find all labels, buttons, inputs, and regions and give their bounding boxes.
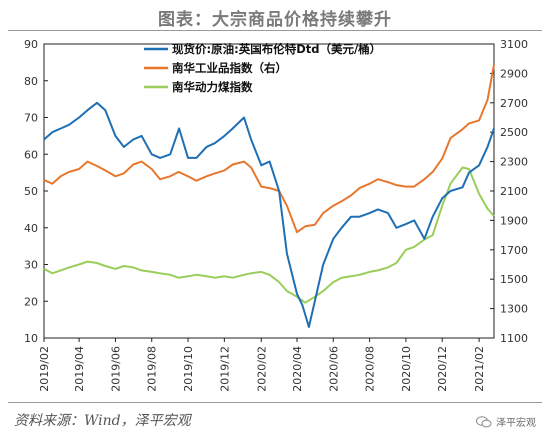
series-line-nanhua_coal — [43, 166, 495, 304]
right-tick-label: 1900 — [500, 214, 528, 227]
x-tick-label: 2019/10 — [182, 346, 195, 392]
x-tick-label: 2020/02 — [255, 346, 268, 392]
title-divider — [8, 30, 542, 31]
chart-legend: 现货价:原油:英国布伦特Dtd（美元/桶） 南华工业品指数（右） 南华动力煤指数 — [144, 42, 381, 94]
chart-series-lines — [43, 64, 495, 328]
right-tick-label: 3100 — [500, 38, 528, 51]
left-tick-label: 10 — [24, 332, 38, 345]
chart-axes: 10 20 30 40 50 60 70 80 90 1100 1300 1500 1700 1900 21… — [24, 38, 528, 392]
left-tick-label: 60 — [24, 148, 38, 161]
chart-title: 图表：大宗商品价格持续攀升 — [158, 10, 392, 30]
right-tick-label: 1300 — [500, 303, 528, 316]
right-tick-label: 1700 — [500, 244, 528, 257]
source-divider — [8, 402, 542, 403]
plot-frame — [43, 43, 495, 339]
right-tick-label: 1100 — [500, 332, 528, 345]
legend-label-nanhua_industrial: 南华工业品指数（右） — [172, 61, 287, 75]
left-tick-label: 30 — [24, 259, 38, 272]
right-tick-label: 2700 — [500, 97, 528, 110]
left-tick-label: 70 — [24, 112, 38, 125]
x-tick-label: 2019/04 — [73, 346, 86, 392]
legend-label-nanhua_coal: 南华动力煤指数 — [172, 80, 253, 94]
series-line-nanhua_industrial — [43, 64, 495, 234]
right-tick-label: 1500 — [500, 273, 528, 286]
x-tick-label: 2020/12 — [436, 346, 449, 392]
right-tick-label: 2900 — [500, 67, 528, 80]
x-tick-label: 2019/12 — [218, 346, 231, 392]
right-tick-label: 2500 — [500, 126, 528, 139]
wechat-icon — [476, 415, 492, 427]
legend-label-brent: 现货价:原油:英国布伦特Dtd（美元/桶） — [172, 42, 381, 56]
left-tick-label: 50 — [24, 185, 38, 198]
x-tick-label: 2019/08 — [146, 346, 159, 392]
x-tick-label: 2021/02 — [473, 346, 486, 392]
right-tick-label: 2300 — [500, 156, 528, 169]
right-tick-label: 2100 — [500, 185, 528, 198]
series-line-brent — [43, 101, 495, 328]
x-tick-label: 2019/06 — [109, 346, 122, 392]
commodity-price-chart: 10 20 30 40 50 60 70 80 90 1100 1300 1500 1700 1900 21… — [24, 38, 528, 392]
x-tick-label: 2020/10 — [400, 346, 413, 392]
watermark: 泽平宏观 — [476, 414, 536, 429]
x-tick-label: 2020/06 — [327, 346, 340, 392]
x-tick-label: 2019/02 — [38, 346, 51, 392]
source-note: 资料来源：Wind，泽平宏观 — [14, 413, 191, 429]
left-tick-label: 90 — [24, 38, 38, 51]
watermark-text: 泽平宏观 — [496, 418, 536, 429]
left-tick-label: 80 — [24, 75, 38, 88]
x-tick-label: 2020/08 — [364, 346, 377, 392]
left-tick-label: 40 — [24, 222, 38, 235]
left-tick-label: 20 — [24, 295, 38, 308]
x-tick-label: 2020/04 — [291, 346, 304, 392]
